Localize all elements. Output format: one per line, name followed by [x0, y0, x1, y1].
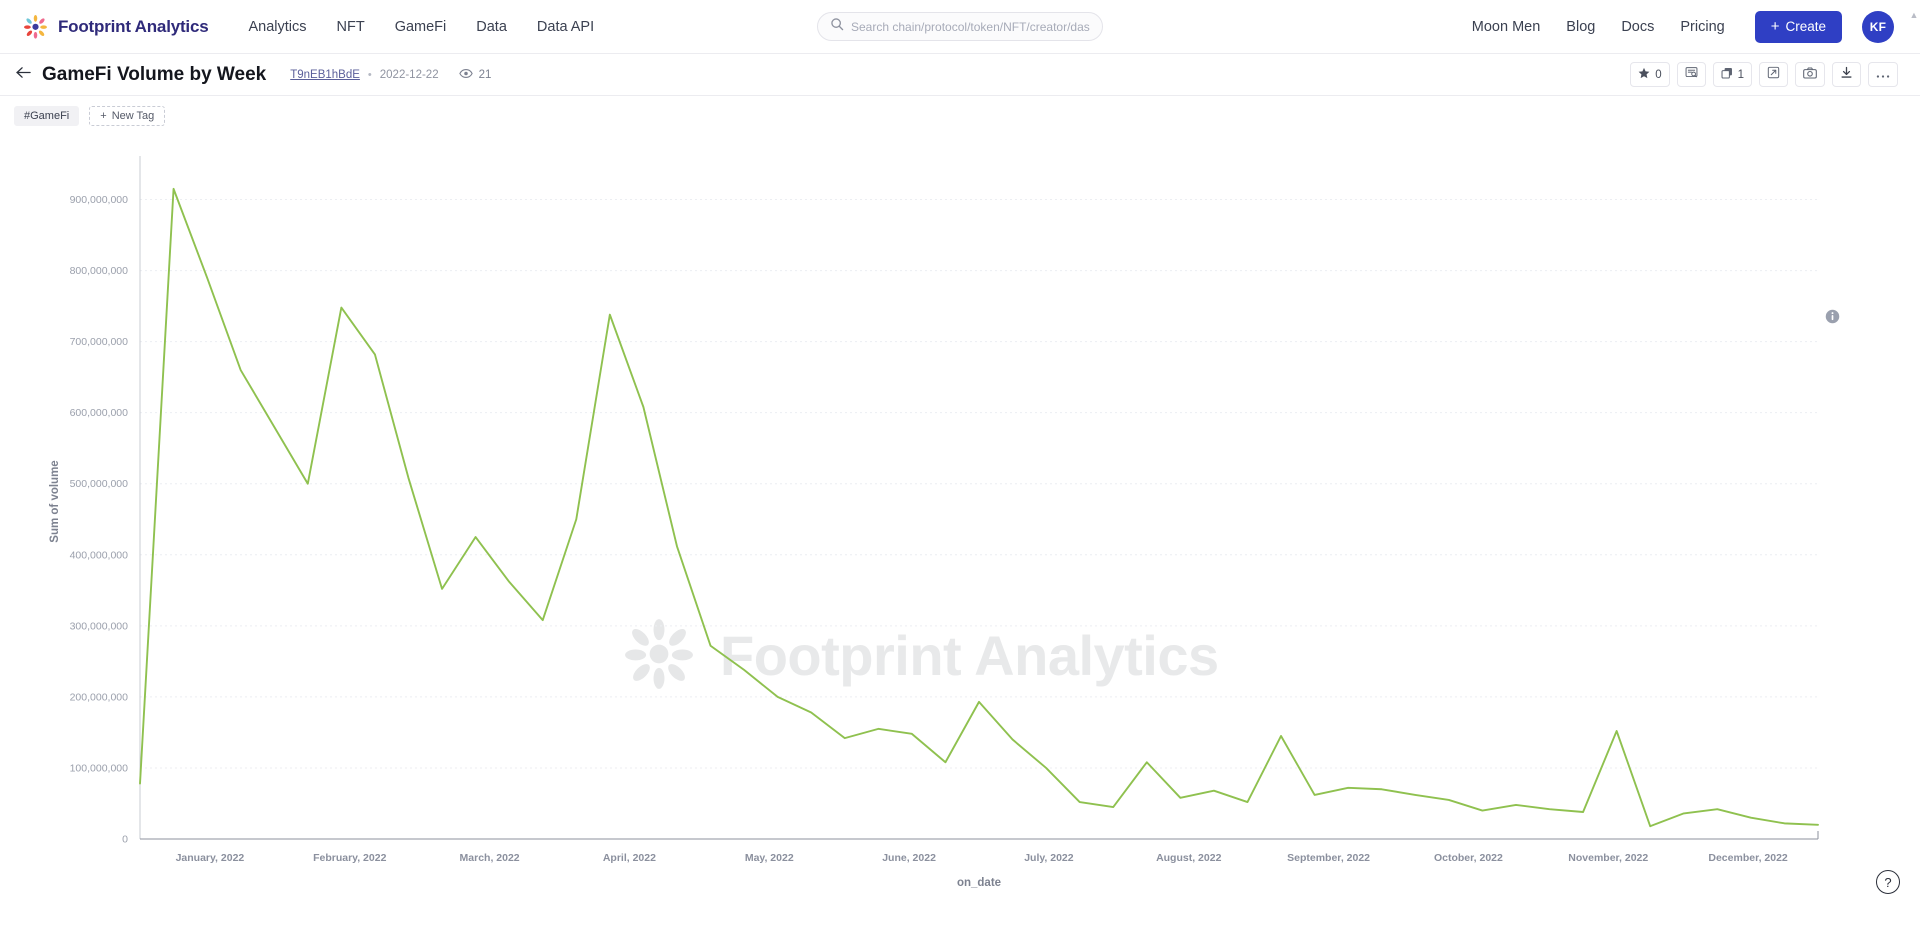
view-count-group: 21 — [458, 66, 492, 84]
svg-text:300,000,000: 300,000,000 — [70, 620, 129, 632]
nav-docs[interactable]: Docs — [1621, 18, 1655, 35]
brand-name: Footprint Analytics — [58, 16, 209, 36]
created-date: 2022-12-22 — [379, 68, 439, 81]
svg-text:700,000,000: 700,000,000 — [70, 336, 129, 348]
snapshot-button[interactable] — [1795, 62, 1825, 87]
back-button[interactable] — [10, 62, 36, 88]
new-tag-label: New Tag — [111, 110, 155, 122]
svg-text:March, 2022: March, 2022 — [460, 852, 520, 864]
eye-icon — [458, 66, 473, 84]
search-input[interactable] — [851, 19, 1090, 34]
svg-text:0: 0 — [122, 834, 128, 846]
report-search-icon — [1685, 66, 1698, 84]
svg-text:February, 2022: February, 2022 — [313, 852, 387, 864]
svg-text:600,000,000: 600,000,000 — [70, 407, 129, 419]
svg-text:800,000,000: 800,000,000 — [70, 265, 129, 277]
copy-icon — [1721, 66, 1733, 84]
nav-blog[interactable]: Blog — [1566, 18, 1596, 35]
secondary-nav: Moon Men Blog Docs Pricing + Create KF — [1471, 10, 1894, 43]
dashboard-meta: T9nEB1hBdE • 2022-12-22 21 — [290, 66, 491, 84]
more-options-button[interactable] — [1868, 62, 1898, 87]
svg-text:June, 2022: June, 2022 — [882, 852, 936, 864]
nav-pricing[interactable]: Pricing — [1680, 18, 1725, 35]
page-title: GameFi Volume by Week — [42, 63, 267, 85]
info-circle-icon[interactable] — [1825, 309, 1840, 329]
scroll-up-arrow[interactable]: ▲ — [1909, 10, 1919, 20]
svg-text:Sum of volume: Sum of volume — [49, 460, 61, 542]
author-link[interactable]: T9nEB1hBdE — [290, 68, 360, 81]
footprint-starburst-logo-icon — [22, 13, 49, 40]
svg-text:September, 2022: September, 2022 — [1287, 852, 1370, 864]
svg-text:November, 2022: November, 2022 — [1568, 852, 1648, 864]
arrow-left-icon — [15, 65, 32, 85]
nav-gamefi[interactable]: GameFi — [394, 18, 447, 35]
star-count: 0 — [1655, 68, 1662, 81]
page-scrollbar[interactable] — [1912, 234, 1918, 924]
open-external-button[interactable] — [1759, 62, 1788, 87]
fork-copy-button[interactable]: 1 — [1712, 62, 1752, 87]
line-chart[interactable]: 0 100,000,000 200,000,000 300,000,000 400,00… — [0, 134, 1920, 924]
plus-icon: + — [1770, 18, 1780, 35]
nav-moon-men[interactable]: Moon Men — [1471, 18, 1541, 35]
download-icon — [1840, 66, 1853, 84]
nav-nft[interactable]: NFT — [336, 18, 365, 35]
svg-text:May, 2022: May, 2022 — [745, 852, 794, 864]
nav-data[interactable]: Data — [476, 18, 507, 35]
meta-separator: • — [367, 68, 372, 81]
brand-logo-link[interactable]: Footprint Analytics — [22, 13, 209, 40]
chart-panel: Footprint Analytics 0 100,000,000 200,000,… — [0, 10, 1920, 937]
search-box[interactable] — [817, 12, 1103, 41]
view-count: 21 — [478, 68, 492, 81]
plus-icon: + — [100, 110, 107, 122]
dashboard-toolbar: 0 1 — [1630, 62, 1898, 87]
avatar[interactable]: KF — [1862, 10, 1894, 43]
svg-text:April, 2022: April, 2022 — [603, 852, 656, 864]
svg-text:October, 2022: October, 2022 — [1434, 852, 1503, 864]
svg-text:900,000,000: 900,000,000 — [70, 194, 129, 206]
svg-text:August, 2022: August, 2022 — [1156, 852, 1222, 864]
new-tag-button[interactable]: + New Tag — [89, 106, 166, 126]
svg-text:December, 2022: December, 2022 — [1708, 852, 1788, 864]
svg-text:200,000,000: 200,000,000 — [70, 691, 129, 703]
tag-gamefi[interactable]: #GameFi — [14, 106, 80, 126]
scroll-down-arrow[interactable]: ▼ — [1908, 934, 1920, 937]
fork-count: 1 — [1737, 68, 1744, 81]
tag-row: #GameFi + New Tag — [0, 96, 1920, 134]
svg-text:on_date: on_date — [957, 877, 1001, 889]
dashboard-title-bar: GameFi Volume by Week T9nEB1hBdE • 2022-… — [0, 54, 1920, 96]
create-button-label: Create — [1785, 19, 1826, 34]
svg-text:100,000,000: 100,000,000 — [70, 762, 129, 774]
external-link-icon — [1767, 66, 1780, 84]
help-button[interactable]: ? — [1876, 870, 1900, 894]
nav-analytics[interactable]: Analytics — [248, 18, 307, 35]
svg-text:July, 2022: July, 2022 — [1024, 852, 1074, 864]
svg-text:400,000,000: 400,000,000 — [70, 549, 129, 561]
star-icon — [1638, 66, 1650, 84]
download-button[interactable] — [1832, 62, 1861, 87]
ellipsis-icon — [1876, 66, 1890, 84]
top-navigation-bar: Footprint Analytics Analytics NFT GameFi… — [0, 0, 1920, 54]
nav-data-api[interactable]: Data API — [536, 18, 595, 35]
svg-text:January, 2022: January, 2022 — [176, 852, 245, 864]
search-icon — [830, 17, 844, 36]
camera-icon — [1803, 66, 1817, 84]
star-button[interactable]: 0 — [1630, 62, 1670, 87]
primary-nav: Analytics NFT GameFi Data Data API — [248, 19, 594, 35]
global-search — [817, 12, 1103, 41]
svg-text:500,000,000: 500,000,000 — [70, 478, 129, 490]
report-search-button[interactable] — [1676, 62, 1706, 87]
create-button[interactable]: + Create — [1754, 10, 1842, 43]
